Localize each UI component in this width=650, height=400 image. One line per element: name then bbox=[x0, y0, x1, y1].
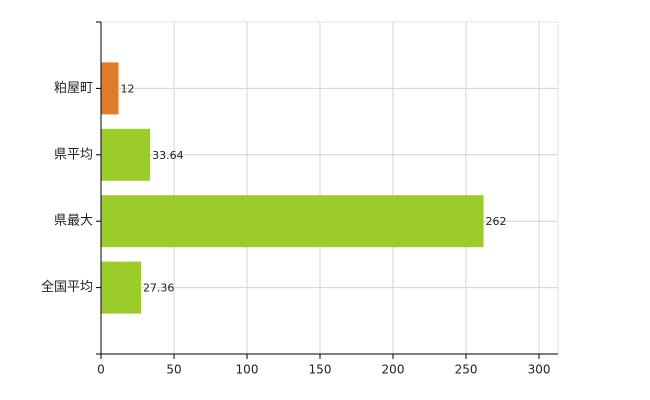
y-tick-label: 県平均 bbox=[54, 147, 93, 162]
x-tick-label: 50 bbox=[166, 363, 181, 377]
bar bbox=[101, 62, 119, 115]
x-tick-label: 150 bbox=[309, 363, 332, 377]
data-label: 33.64 bbox=[152, 149, 184, 162]
bar bbox=[101, 261, 141, 314]
bar bbox=[101, 128, 151, 181]
data-label: 262 bbox=[486, 215, 507, 228]
y-tick-label: 全国平均 bbox=[41, 279, 93, 295]
data-label: 12 bbox=[121, 82, 135, 95]
data-label: 27.36 bbox=[143, 282, 175, 295]
y-tick-label: 県最大 bbox=[54, 214, 93, 229]
bar bbox=[101, 195, 484, 248]
x-tick-label: 200 bbox=[382, 363, 405, 377]
x-tick-label: 0 bbox=[97, 363, 105, 377]
x-tick-label: 100 bbox=[236, 363, 259, 377]
x-tick-label: 250 bbox=[455, 363, 478, 377]
y-tick-label: 粕屋町 bbox=[54, 81, 93, 96]
x-tick-label: 300 bbox=[528, 363, 551, 377]
